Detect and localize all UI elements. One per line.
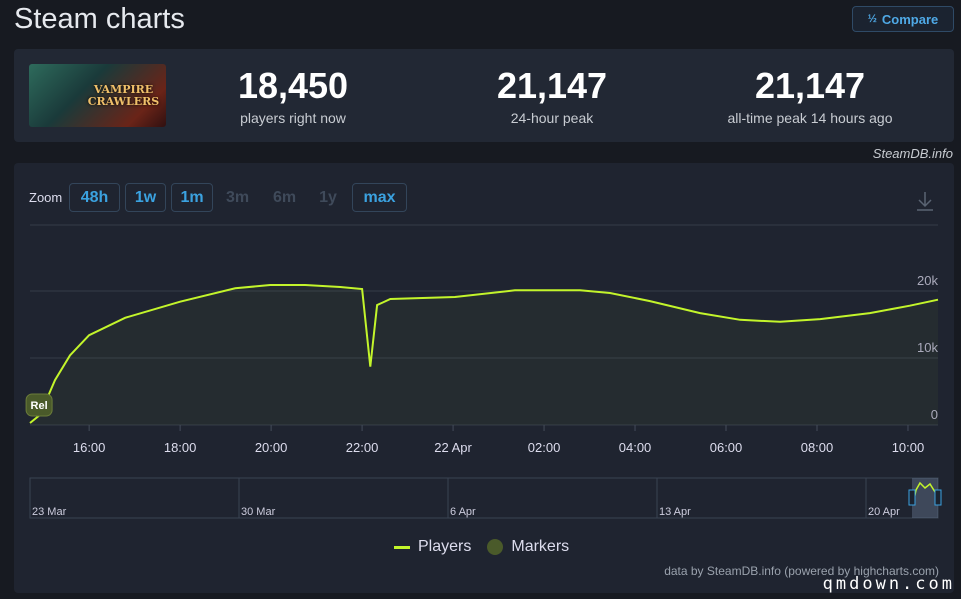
y-tick-label: 10k (917, 340, 938, 355)
fraction-icon: ½ (867, 13, 877, 25)
credit-link[interactable]: SteamDB.info (872, 146, 953, 161)
legend-players-swatch (394, 545, 410, 549)
zoom-max-button[interactable]: max (352, 183, 407, 212)
x-tick-label: 22 Apr (434, 440, 472, 455)
marker-label: Rel (31, 400, 48, 412)
download-icon[interactable] (917, 192, 933, 211)
legend-markers-swatch (487, 539, 504, 555)
stat-label: all-time peak 14 hours ago (727, 110, 893, 126)
x-tick-label: 22:00 (346, 440, 379, 455)
navigator-label: 6 Apr (450, 506, 476, 518)
stat-all-time-peak: 21,147 all-time peak 14 hours ago (700, 65, 920, 126)
x-tick-label: 04:00 (619, 440, 652, 455)
x-tick-label: 10:00 (892, 440, 925, 455)
players-line (29, 284, 939, 424)
legend-markers[interactable]: Markers (511, 538, 570, 555)
stat-value: 21,147 (754, 65, 866, 106)
navigator-label: 23 Mar (32, 506, 67, 518)
marker-release (25, 393, 53, 417)
x-tick-label: 06:00 (710, 440, 743, 455)
footer-credit[interactable]: data by SteamDB.info (powered by highcha… (664, 564, 939, 578)
chart-panel (14, 163, 954, 593)
zoom-1y-button[interactable]: 1y (319, 188, 337, 206)
x-tick-label: 02:00 (528, 440, 561, 455)
zoom-3m-button[interactable]: 3m (225, 188, 250, 206)
cover-logo-text: VAMPIRE CRAWLERS (87, 83, 160, 108)
stat-24h-peak: 21,147 24-hour peak (442, 65, 662, 126)
zoom-1w-button[interactable]: 1w (125, 183, 166, 212)
y-tick-label: 0 (931, 407, 938, 422)
compare-label: Compare (881, 11, 939, 27)
navigator-label: 30 Mar (241, 506, 276, 518)
navigator-selection (912, 478, 938, 518)
navigator-label: 20 Apr (868, 506, 900, 518)
navigator-label: 13 Apr (659, 506, 691, 518)
game-cover-image[interactable]: VAMPIRE CRAWLERS (29, 64, 166, 127)
legend-players[interactable]: Players (418, 538, 472, 555)
stat-label: 24-hour peak (510, 110, 594, 126)
x-tick-label: 20:00 (255, 440, 288, 455)
chart-legend: Players Markers (394, 538, 569, 556)
stat-current: 18,450 players right now (183, 65, 403, 126)
compare-button[interactable]: ½ Compare (852, 6, 954, 32)
zoom-1m-button[interactable]: 1m (171, 183, 213, 212)
x-tick-label: 16:00 (73, 440, 106, 455)
stat-value: 18,450 (237, 65, 349, 106)
watermark: qmdown.com (822, 574, 955, 594)
navigator-handle-right (934, 489, 942, 506)
stat-value: 21,147 (496, 65, 608, 106)
page-title: Steam charts (14, 3, 185, 35)
zoom-6m-button[interactable]: 6m (272, 188, 297, 206)
x-tick-label: 08:00 (801, 440, 834, 455)
players-area (30, 285, 938, 425)
stat-label: players right now (240, 110, 346, 126)
navigator (29, 477, 939, 519)
y-tick-label: 20k (917, 273, 938, 288)
x-tick-label: 18:00 (164, 440, 197, 455)
zoom-48h-button[interactable]: 48h (69, 183, 120, 212)
stats-bar: VAMPIRE CRAWLERS 18,450 players right now… (14, 49, 954, 142)
zoom-label: Zoom (29, 190, 63, 205)
navigator-handle-left (908, 489, 916, 506)
